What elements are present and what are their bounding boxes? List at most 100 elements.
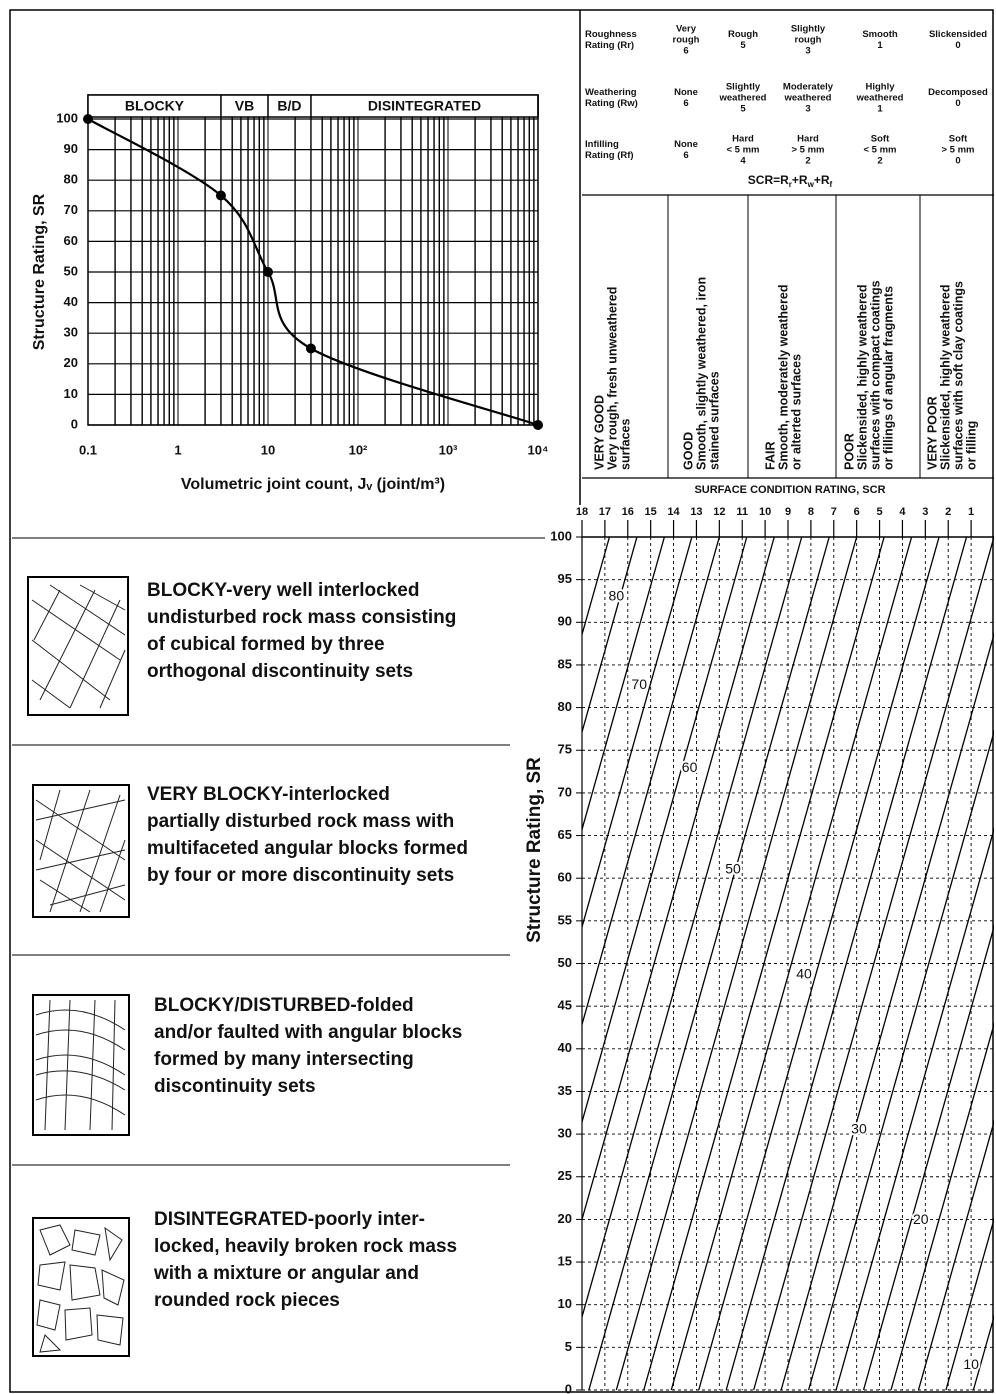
row-label: Infilling bbox=[585, 139, 619, 150]
y-tick-label: 30 bbox=[558, 1126, 572, 1141]
y-tick-label: 40 bbox=[64, 294, 78, 309]
formula-subscript: f bbox=[830, 180, 833, 189]
y-tick-label: 95 bbox=[558, 571, 572, 586]
cell-text: Decomposed bbox=[928, 87, 988, 98]
y-tick-label: 5 bbox=[565, 1339, 572, 1354]
cell-text: Soft bbox=[871, 134, 890, 145]
contour-line bbox=[588, 537, 830, 1390]
y-tick-label: 35 bbox=[558, 1083, 572, 1098]
cell-text: None bbox=[674, 87, 698, 98]
x-tick-label: 6 bbox=[854, 506, 860, 518]
x-tick-label: 10 bbox=[759, 506, 771, 518]
contour-line bbox=[582, 537, 666, 832]
cell-rating: 2 bbox=[877, 156, 882, 167]
plot-frame bbox=[87, 94, 539, 426]
zone-label: B/D bbox=[277, 98, 301, 114]
y-tick-label: 70 bbox=[558, 784, 572, 799]
x-tick-label: 7 bbox=[831, 506, 837, 518]
structure-text: partially disturbed rock mass with bbox=[147, 811, 454, 832]
contour-line bbox=[862, 924, 994, 1390]
condition-text: surfaces bbox=[618, 419, 632, 470]
y-tick-label: 85 bbox=[558, 656, 572, 671]
condition-text: surfaces with compact coatings bbox=[868, 280, 882, 470]
cell-text: weathered bbox=[719, 93, 767, 104]
cell-text: > 5 mm bbox=[941, 145, 974, 156]
cell-rating: 0 bbox=[955, 40, 960, 51]
structure-text: BLOCKY-very well interlocked bbox=[147, 580, 419, 601]
condition-text: Slickensided, highly weathered bbox=[938, 285, 952, 470]
contour-label: 40 bbox=[796, 965, 812, 981]
x-tick-label: 0.1 bbox=[79, 442, 97, 457]
structure-text: locked, heavily broken rock mass bbox=[154, 1236, 457, 1257]
contour-label: 80 bbox=[609, 587, 625, 603]
y-tick-label: 100 bbox=[550, 528, 572, 543]
x-axis-title: SURFACE CONDITION RATING, SCR bbox=[694, 484, 885, 496]
cell-text: > 5 mm bbox=[791, 145, 824, 156]
cell-text: Slightly bbox=[791, 24, 826, 35]
structure-text: VERY BLOCKY-interlocked bbox=[147, 784, 390, 805]
cell-rating: 4 bbox=[740, 156, 746, 167]
cell-text: Rough bbox=[728, 29, 758, 40]
y-tick-label: 75 bbox=[558, 742, 572, 757]
x-tick-label: 16 bbox=[622, 506, 634, 518]
x-tick-label: 13 bbox=[690, 506, 702, 518]
contour-line bbox=[917, 1119, 994, 1390]
row-label: Rating (Rr) bbox=[585, 40, 634, 51]
condition-heading: GOOD bbox=[681, 432, 695, 470]
structure-text: undisturbed rock mass consisting bbox=[147, 607, 456, 628]
contour-line bbox=[582, 537, 693, 930]
y-tick-label: 90 bbox=[64, 141, 78, 156]
y-tick-label: 0 bbox=[71, 416, 78, 431]
contour-line bbox=[945, 1217, 994, 1390]
cell-rating: 0 bbox=[955, 98, 960, 109]
cell-text: Highly bbox=[865, 82, 895, 93]
y-tick-label: 60 bbox=[64, 233, 78, 248]
x-tick-label: 4 bbox=[899, 506, 906, 518]
cell-rating: 5 bbox=[740, 40, 746, 51]
structure-text: with a mixture or angular and bbox=[153, 1263, 419, 1284]
condition-heading: POOR bbox=[842, 433, 856, 470]
formula-subscript: w bbox=[807, 180, 815, 189]
contour-line bbox=[582, 537, 748, 1125]
contour-line bbox=[582, 537, 638, 735]
cell-rating: 2 bbox=[805, 156, 810, 167]
y-tick-label: 65 bbox=[558, 827, 572, 842]
formula-part: +R bbox=[792, 173, 808, 187]
x-tick-label: 14 bbox=[667, 506, 680, 518]
formula-subscript: r bbox=[789, 180, 792, 189]
contour-line bbox=[835, 827, 994, 1390]
x-tick-label: 1 bbox=[968, 506, 974, 518]
y-tick-label: 15 bbox=[558, 1253, 572, 1268]
x-tick-label: 10 bbox=[261, 442, 275, 457]
x-tick-label: 15 bbox=[645, 506, 657, 518]
cell-rating: 3 bbox=[805, 104, 810, 115]
structure-text: formed by many intersecting bbox=[154, 1049, 414, 1070]
contour-line bbox=[643, 537, 885, 1390]
structure-text: and/or faulted with angular blocks bbox=[154, 1022, 462, 1043]
x-tick-label: 10³ bbox=[439, 442, 458, 457]
y-axis-label: Structure Rating, SR bbox=[524, 757, 545, 943]
point bbox=[305, 343, 316, 354]
contour-label: 60 bbox=[682, 759, 698, 775]
condition-text: surfaces with soft clay coatings bbox=[951, 281, 965, 470]
cell-text: < 5 mm bbox=[863, 145, 896, 156]
row-label: Weathering bbox=[585, 87, 637, 98]
cell-text: rough bbox=[673, 35, 700, 46]
contour-line bbox=[582, 537, 720, 1027]
y-tick-label: 100 bbox=[56, 110, 78, 125]
zone-label: BLOCKY bbox=[125, 98, 185, 114]
y-tick-label: 10 bbox=[64, 386, 78, 401]
formula-part: SCR=R bbox=[748, 173, 789, 187]
cell-rating: 3 bbox=[805, 46, 810, 57]
x-tick-label: 9 bbox=[785, 506, 791, 518]
point bbox=[215, 190, 226, 201]
structure-text: orthogonal discontinuity sets bbox=[147, 661, 413, 682]
point bbox=[263, 267, 273, 277]
x-tick-label: 18 bbox=[576, 506, 588, 518]
condition-heading: FAIR bbox=[763, 442, 777, 470]
y-tick-label: 80 bbox=[558, 699, 572, 714]
y-tick-label: 80 bbox=[64, 172, 78, 187]
cell-text: Soft bbox=[949, 134, 968, 145]
point bbox=[533, 420, 543, 430]
structure-text: discontinuity sets bbox=[154, 1076, 316, 1097]
